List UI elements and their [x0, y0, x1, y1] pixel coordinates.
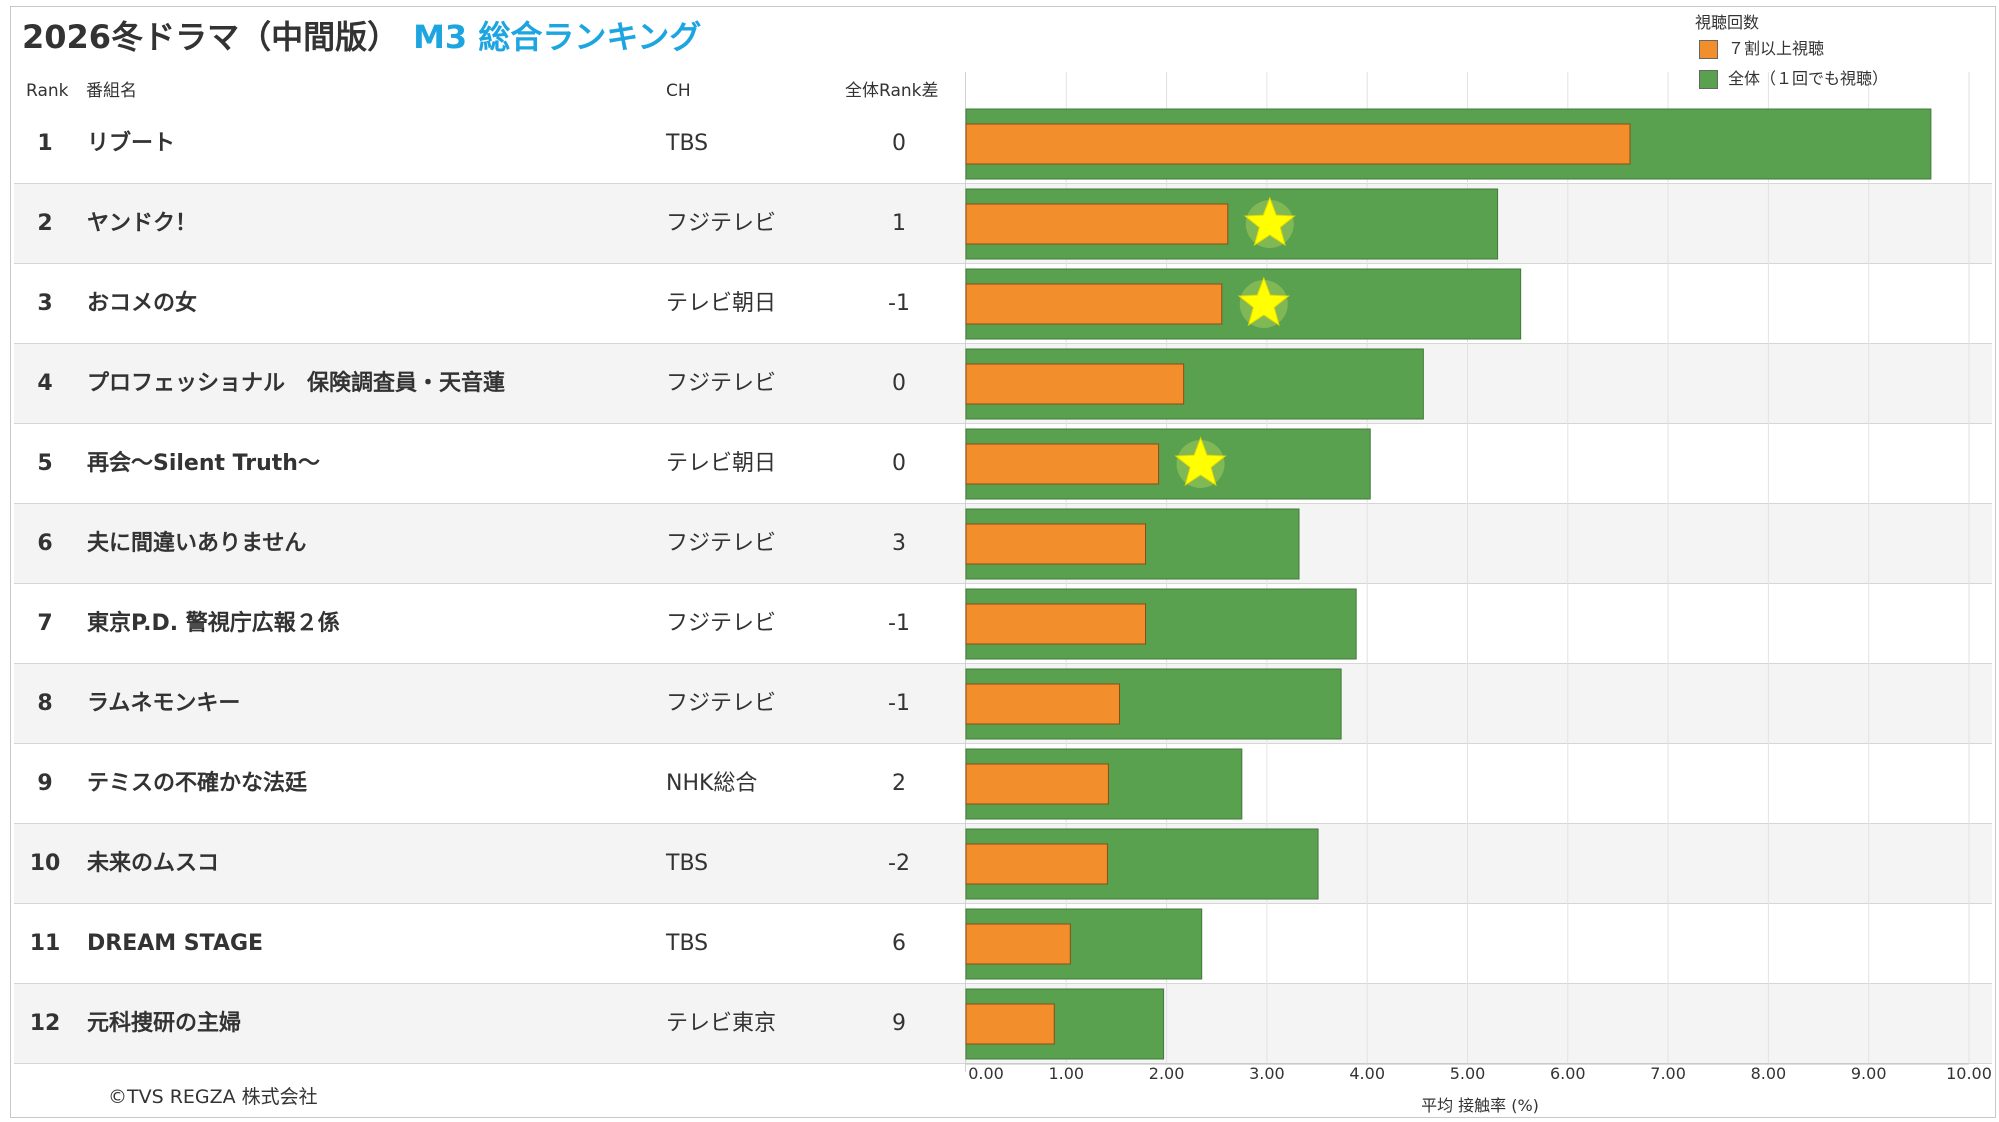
x-tick-label: 6.00: [1550, 1064, 1586, 1083]
title-sub: M3 総合ランキング: [413, 18, 702, 56]
rank-diff-cell: 3: [892, 531, 906, 556]
program-title: 夫に間違いありません: [87, 531, 307, 556]
rank-cell: 9: [37, 771, 53, 796]
rank-cell: 4: [37, 371, 53, 396]
x-tick-label: 2.00: [1149, 1064, 1185, 1083]
x-axis-label: 平均 接触率 (%): [1421, 1096, 1539, 1115]
rank-diff-cell: -1: [888, 691, 910, 716]
channel-cell: フジテレビ: [666, 371, 777, 396]
rank-cell: 7: [37, 611, 53, 636]
rank-diff-cell: 9: [892, 1011, 906, 1036]
x-tick-label: 5.00: [1450, 1064, 1486, 1083]
copyright: ©TVS REGZA 株式会社: [108, 1086, 318, 1108]
legend-swatch-green: [1699, 70, 1718, 89]
x-tick-label: 9.00: [1851, 1064, 1887, 1083]
rank-cell: 3: [37, 291, 53, 316]
x-tick-label: 7.00: [1650, 1064, 1686, 1083]
rank-cell: 12: [29, 1011, 61, 1036]
x-tick-label: 8.00: [1751, 1064, 1787, 1083]
bar-70pct: [965, 843, 1108, 885]
bar-70pct: [965, 603, 1147, 645]
legend-item-total[interactable]: 全体（１回でも視聴）: [1695, 64, 1895, 94]
x-tick-label: 10.00: [1946, 1064, 1992, 1083]
header-program: 番組名: [86, 81, 137, 101]
rank-diff-cell: 0: [892, 371, 906, 396]
channel-cell: テレビ朝日: [666, 451, 777, 476]
program-title: DREAM STAGE: [87, 931, 264, 956]
bar-70pct: [965, 123, 1631, 165]
program-title: 東京P.D. 警視庁広報２係: [87, 611, 340, 636]
bar-70pct: [965, 763, 1109, 805]
channel-cell: NHK総合: [666, 771, 758, 796]
rank-diff-cell: -2: [888, 851, 910, 876]
x-tick-label: 1.00: [1048, 1064, 1084, 1083]
rank-cell: 6: [37, 531, 53, 556]
channel-cell: フジテレビ: [666, 611, 777, 636]
rank-diff-cell: 0: [892, 131, 906, 156]
rank-diff-cell: 0: [892, 451, 906, 476]
channel-cell: テレビ朝日: [666, 291, 777, 316]
header-ch: CH: [666, 81, 691, 101]
header-diff: 全体Rank差: [845, 81, 939, 101]
rank-cell: 1: [37, 131, 53, 156]
program-title: リブート: [87, 131, 176, 156]
chart-frame: [10, 6, 1996, 1118]
bar-70pct: [965, 523, 1147, 565]
x-tick-label: 0.00: [968, 1064, 1004, 1083]
star-icon: [1237, 276, 1290, 327]
channel-cell: フジテレビ: [666, 211, 777, 236]
program-title: ラムネモンキー: [87, 691, 241, 716]
channel-cell: TBS: [666, 131, 709, 156]
legend: 視聴回数 ７割以上視聴 全体（１回でも視聴）: [1695, 12, 1895, 94]
bar-70pct: [965, 443, 1160, 485]
legend-item-70pct[interactable]: ７割以上視聴: [1695, 34, 1895, 64]
legend-label-total: 全体（１回でも視聴）: [1728, 69, 1889, 88]
title-main: 2026冬ドラマ（中間版）: [22, 18, 400, 56]
rank-cell: 10: [29, 851, 61, 876]
rank-cell: 5: [37, 451, 53, 476]
star-icon: [1243, 196, 1296, 247]
legend-swatch-orange: [1699, 40, 1718, 59]
rank-cell: 2: [37, 211, 53, 236]
bar-70pct: [965, 683, 1120, 725]
program-title: おコメの女: [87, 291, 198, 316]
bar-70pct: [965, 283, 1223, 325]
rank-diff-cell: -1: [888, 611, 910, 636]
program-title: 未来のムスコ: [87, 851, 220, 876]
program-title: ヤンドク！: [87, 211, 198, 236]
program-title: プロフェッショナル 保険調査員・天音蓮: [87, 371, 506, 396]
rank-diff-cell: 1: [892, 211, 906, 236]
column-separator: [965, 72, 966, 1072]
x-tick-label: 3.00: [1249, 1064, 1285, 1083]
program-title: 元科捜研の主婦: [87, 1011, 242, 1036]
rank-diff-cell: 2: [892, 771, 906, 796]
x-tick-label: 4.00: [1349, 1064, 1385, 1083]
rank-cell: 11: [29, 931, 61, 956]
legend-title: 視聴回数: [1695, 13, 1760, 32]
page-title: 2026冬ドラマ（中間版） M3 総合ランキング: [22, 12, 701, 62]
bar-70pct: [965, 203, 1229, 245]
legend-label-70pct: ７割以上視聴: [1728, 39, 1825, 58]
channel-cell: TBS: [666, 851, 709, 876]
program-title: 再会～Silent Truth～: [87, 451, 320, 476]
bar-70pct: [965, 363, 1185, 405]
star-icon: [1174, 436, 1227, 487]
header-rank: Rank: [26, 81, 69, 101]
rank-diff-cell: -1: [888, 291, 910, 316]
channel-cell: フジテレビ: [666, 531, 777, 556]
rank-cell: 8: [37, 691, 53, 716]
channel-cell: TBS: [666, 931, 709, 956]
channel-cell: フジテレビ: [666, 691, 777, 716]
rank-diff-cell: 6: [892, 931, 906, 956]
channel-cell: テレビ東京: [666, 1011, 777, 1036]
bar-70pct: [965, 1003, 1055, 1045]
program-title: テミスの不確かな法廷: [87, 771, 308, 796]
bar-70pct: [965, 923, 1071, 965]
